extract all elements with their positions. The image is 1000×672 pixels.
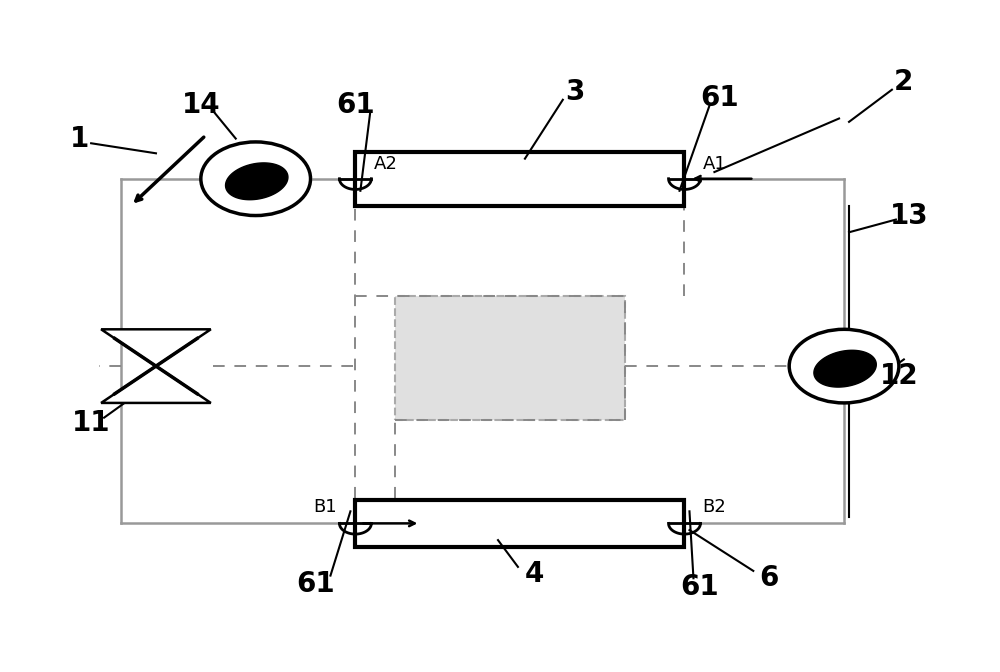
Polygon shape [101,329,211,366]
Text: B2: B2 [703,498,726,515]
Text: 61: 61 [296,570,335,597]
Text: 11: 11 [72,409,110,437]
Text: 12: 12 [880,362,918,390]
Text: A1: A1 [703,155,726,173]
Bar [355,152,684,206]
Text: B1: B1 [314,498,337,515]
Text: 61: 61 [336,91,375,119]
Text: 14: 14 [182,91,220,119]
Text: 6: 6 [760,564,779,592]
Bar [355,500,684,547]
Polygon shape [226,163,288,200]
Text: 4: 4 [525,560,545,587]
Text: 3: 3 [565,78,584,106]
Text: 1: 1 [70,124,89,153]
Bar [395,296,625,419]
Polygon shape [814,350,876,387]
Text: 2: 2 [894,68,914,95]
Circle shape [201,142,311,216]
Polygon shape [101,366,211,403]
Text: 61: 61 [700,85,739,112]
Text: 61: 61 [680,573,719,601]
Text: A2: A2 [373,155,397,173]
Circle shape [789,329,899,403]
Text: 13: 13 [890,202,928,230]
